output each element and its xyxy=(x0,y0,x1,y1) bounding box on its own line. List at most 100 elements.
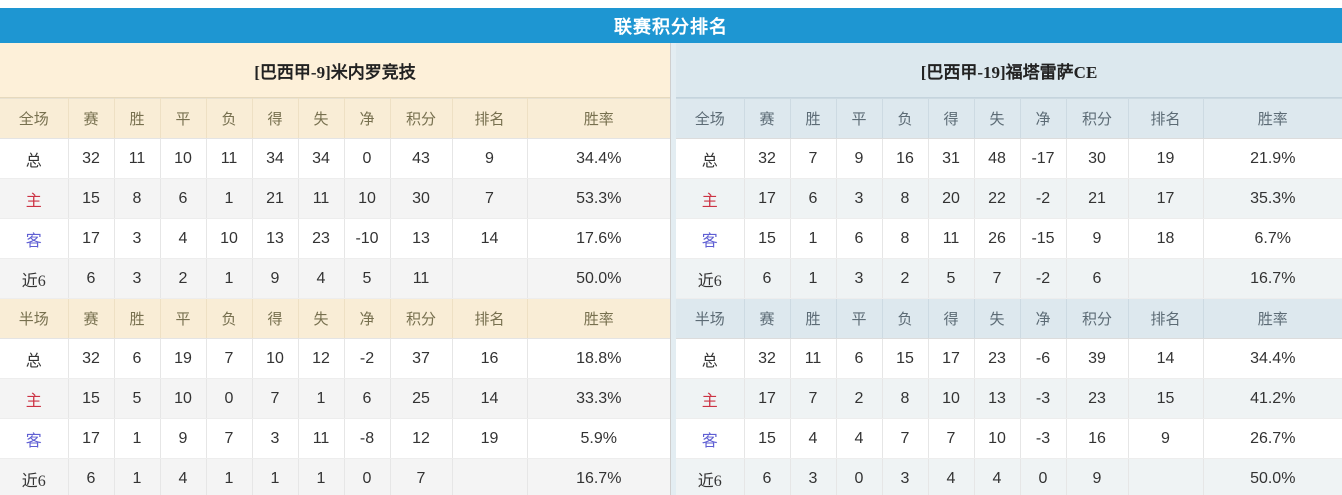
stat-header-cell: 赛 xyxy=(744,98,791,139)
table-row: 主 15 8 6 1 21 11 10 30 7 53.3% xyxy=(0,178,670,219)
rank-cell: 19 xyxy=(1128,138,1204,179)
stat-header-cell: 平 xyxy=(160,298,207,339)
stat-cell: 32 xyxy=(744,338,791,379)
stat-cell: 12 xyxy=(298,338,345,379)
stat-cell: 9 xyxy=(836,138,883,179)
stat-cell: 16 xyxy=(882,138,929,179)
stat-header-cell: 赛 xyxy=(68,98,115,139)
stat-cell: 4 xyxy=(160,218,207,259)
stat-cell: 1 xyxy=(790,258,837,299)
rank-cell: 9 xyxy=(1128,418,1204,459)
rate-cell: 33.3% xyxy=(527,378,670,419)
table-header-row: 半场赛胜平负得失净积分 排名 胜率 xyxy=(0,298,670,339)
points-cell: 21 xyxy=(1066,178,1129,219)
stat-cell: 17 xyxy=(928,338,975,379)
stat-cell: 32 xyxy=(68,338,115,379)
stat-cell: 11 xyxy=(928,218,975,259)
stat-cell: 1 xyxy=(206,458,253,495)
team-panel-left: [巴西甲-9]米内罗竞技 全场赛胜平负得失净积分 排名 胜率总 32 11 10 11 34 3… xyxy=(0,43,671,495)
stat-cell: -6 xyxy=(1020,338,1067,379)
stat-cell: 10 xyxy=(344,178,391,219)
row-label-cell: 总 xyxy=(0,338,69,379)
stat-cell: 23 xyxy=(298,218,345,259)
table-row: 总 32 11 10 11 34 34 0 43 9 34.4% xyxy=(0,138,670,179)
stat-cell: 23 xyxy=(974,338,1021,379)
stat-cell: 7 xyxy=(790,378,837,419)
rank-cell: 15 xyxy=(1128,378,1204,419)
stat-cell: 15 xyxy=(744,418,791,459)
row-label-cell: 主 xyxy=(0,178,69,219)
table-header-row: 全场赛胜平负得失净积分 排名 胜率 xyxy=(0,98,670,139)
stat-cell: 22 xyxy=(974,178,1021,219)
stat-cell: 1 xyxy=(114,458,161,495)
table-row: 总 32 7 9 16 31 48 -17 30 19 21.9% xyxy=(676,138,1342,179)
rank-cell: 7 xyxy=(452,178,528,219)
stat-cell: 8 xyxy=(882,218,929,259)
team-panel-right: [巴西甲-19]福塔雷萨CE 全场赛胜平负得失净积分 排名 胜率总 32 7 9 16 31 4… xyxy=(671,43,1342,495)
stat-cell: 1 xyxy=(114,418,161,459)
stat-cell: 3 xyxy=(836,258,883,299)
stat-cell: 4 xyxy=(298,258,345,299)
scope-header-cell: 全场 xyxy=(0,98,69,139)
stat-cell: 6 xyxy=(344,378,391,419)
row-label-cell: 近6 xyxy=(0,458,69,495)
stat-cell: 1 xyxy=(206,178,253,219)
team-name-right: [巴西甲-19]福塔雷萨CE xyxy=(920,62,1098,82)
stat-header-cell: 负 xyxy=(882,298,929,339)
table-row: 近6 6 1 3 2 5 7 -2 6 16.7% xyxy=(676,258,1342,299)
rate-cell: 18.8% xyxy=(527,338,670,379)
stat-cell: 4 xyxy=(836,418,883,459)
team-panels: [巴西甲-9]米内罗竞技 全场赛胜平负得失净积分 排名 胜率总 32 11 10 11 34 3… xyxy=(0,43,1342,495)
stat-cell: 0 xyxy=(1020,458,1067,495)
points-cell: 9 xyxy=(1066,458,1129,495)
stat-cell: 2 xyxy=(836,378,883,419)
stat-header-cell: 负 xyxy=(882,98,929,139)
stat-cell: 4 xyxy=(974,458,1021,495)
rank-cell xyxy=(452,258,528,299)
standings-table: 全场赛胜平负得失净积分 排名 胜率总 32 11 10 11 34 34 0 43 9 34.4% 主 15… xyxy=(0,98,670,495)
points-header-cell: 积分 xyxy=(390,298,453,339)
stat-cell: 1 xyxy=(252,458,299,495)
rank-cell xyxy=(1128,458,1204,495)
table-row: 近6 6 1 4 1 1 1 0 7 16.7% xyxy=(0,458,670,495)
stat-cell: 3 xyxy=(252,418,299,459)
stat-cell: 9 xyxy=(252,258,299,299)
rank-header-cell: 排名 xyxy=(1128,298,1204,339)
stat-cell: 1 xyxy=(790,218,837,259)
row-label-cell: 客 xyxy=(0,218,69,259)
stat-cell: 17 xyxy=(68,218,115,259)
stat-cell: 7 xyxy=(882,418,929,459)
table-row: 客 17 3 4 10 13 23 -10 13 14 17.6% xyxy=(0,218,670,259)
stat-cell: 8 xyxy=(882,178,929,219)
stat-header-cell: 净 xyxy=(1020,298,1067,339)
points-cell: 9 xyxy=(1066,218,1129,259)
stat-header-cell: 失 xyxy=(298,298,345,339)
stat-cell: 10 xyxy=(206,218,253,259)
rank-cell xyxy=(452,458,528,495)
scope-header-cell: 半场 xyxy=(0,298,69,339)
stat-header-cell: 失 xyxy=(298,98,345,139)
stat-header-cell: 赛 xyxy=(744,298,791,339)
stat-cell: 31 xyxy=(928,138,975,179)
stat-cell: 15 xyxy=(882,338,929,379)
stat-cell: 10 xyxy=(160,378,207,419)
rate-cell: 16.7% xyxy=(1203,258,1342,299)
stat-cell: 32 xyxy=(744,138,791,179)
rate-cell: 21.9% xyxy=(1203,138,1342,179)
stat-cell: 10 xyxy=(974,418,1021,459)
table-row: 主 17 7 2 8 10 13 -3 23 15 41.2% xyxy=(676,378,1342,419)
points-cell: 23 xyxy=(1066,378,1129,419)
points-header-cell: 积分 xyxy=(1066,298,1129,339)
points-header-cell: 积分 xyxy=(390,98,453,139)
row-label-cell: 总 xyxy=(676,338,745,379)
stat-cell: 48 xyxy=(974,138,1021,179)
stat-header-cell: 平 xyxy=(160,98,207,139)
stat-cell: 11 xyxy=(114,138,161,179)
rate-header-cell: 胜率 xyxy=(527,98,670,139)
stat-cell: -2 xyxy=(1020,258,1067,299)
stat-cell: 10 xyxy=(252,338,299,379)
stat-cell: 3 xyxy=(882,458,929,495)
stat-cell: 17 xyxy=(744,178,791,219)
rate-cell: 35.3% xyxy=(1203,178,1342,219)
points-header-cell: 积分 xyxy=(1066,98,1129,139)
